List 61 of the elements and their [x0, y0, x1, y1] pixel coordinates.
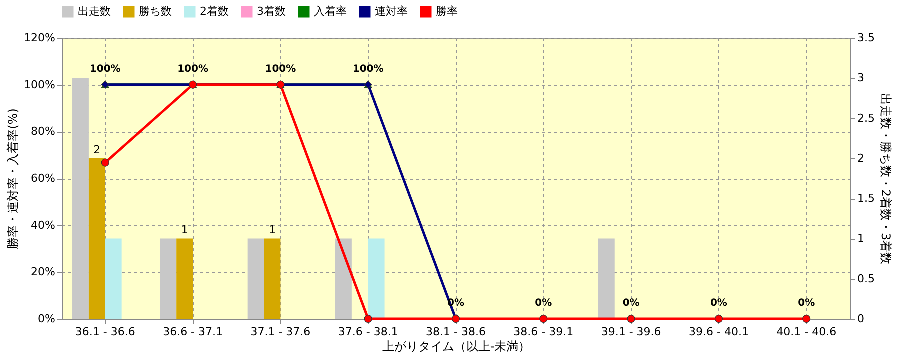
y2-tick-label: 3.5 — [858, 32, 875, 44]
y2-tick-label: 0 — [858, 312, 864, 326]
y-tick-label: 0% — [38, 312, 56, 326]
legend-label: 3着数 — [257, 5, 286, 18]
y2-axis-title: 出走数・勝ち数・2着数・3着数 — [878, 93, 893, 265]
data-label: 1 — [268, 224, 276, 237]
data-label: 0% — [798, 298, 816, 309]
x-tick-label: 36.6 - 37.1 — [163, 326, 224, 338]
bar — [105, 238, 122, 319]
y-tick-label: 80% — [31, 125, 56, 138]
point — [540, 315, 548, 323]
legend-label: 連対率 — [375, 5, 408, 18]
x-tick-label: 39.6 - 40.1 — [688, 326, 749, 338]
point — [714, 315, 723, 323]
y2-tick-label: 3 — [858, 72, 864, 85]
data-label: 100% — [178, 64, 208, 75]
y2-tick-label: 1 — [858, 232, 864, 246]
bar — [335, 238, 352, 319]
y-tick-label: 100% — [24, 78, 56, 92]
y-tick-label: 120% — [24, 32, 56, 44]
x-axis-title: 上がりタイム（以上-未満） — [382, 340, 531, 354]
bar — [598, 238, 615, 319]
legend-label: 2着数 — [200, 5, 229, 18]
data-label: 0% — [622, 298, 640, 309]
y2-tick-label: 0.5 — [858, 272, 875, 286]
x-tick-label: 39.1 - 39.6 — [601, 326, 662, 338]
legend-label: 入着率 — [314, 5, 347, 18]
data-label: 0% — [710, 298, 728, 309]
y-tick-label: 40% — [31, 218, 56, 232]
y2-tick-label: 1.5 — [858, 192, 875, 206]
bar — [88, 158, 106, 319]
bar — [160, 238, 177, 319]
x-tick-label: 37.6 - 38.1 — [338, 326, 398, 338]
point — [802, 315, 811, 323]
x-tick-label: 38.6 - 39.1 — [514, 326, 574, 338]
data-label: 0% — [535, 298, 552, 309]
point — [101, 158, 110, 167]
x-tick-label: 40.1 - 40.6 — [776, 326, 837, 338]
data-label: 100% — [352, 64, 384, 75]
data-label: 2 — [94, 143, 101, 156]
x-tick-label: 36.1 - 36.6 — [75, 326, 136, 338]
y-tick-label: 20% — [31, 266, 56, 279]
legend-label: 勝ち数 — [139, 5, 172, 18]
y-axis-title: 勝率・連対率・入着率(%) — [6, 108, 20, 250]
bar — [368, 238, 385, 319]
bar — [264, 238, 281, 319]
data-label: 100% — [265, 64, 296, 75]
bar — [72, 78, 89, 319]
legend-label: 勝率 — [436, 5, 458, 18]
point — [627, 315, 636, 323]
legend-label: 出走数 — [78, 5, 111, 18]
data-label: 100% — [90, 64, 121, 75]
y-tick-label: 60% — [31, 172, 56, 185]
bar — [248, 238, 264, 319]
x-tick-label: 38.1 - 38.6 — [426, 326, 486, 338]
x-tick-label: 37.1 - 37.6 — [250, 326, 311, 338]
y2-tick-label: 2 — [858, 152, 864, 165]
bar — [176, 238, 194, 319]
point — [364, 315, 372, 323]
data-label: 1 — [181, 224, 188, 237]
y2-tick-label: 2.5 — [858, 112, 875, 125]
